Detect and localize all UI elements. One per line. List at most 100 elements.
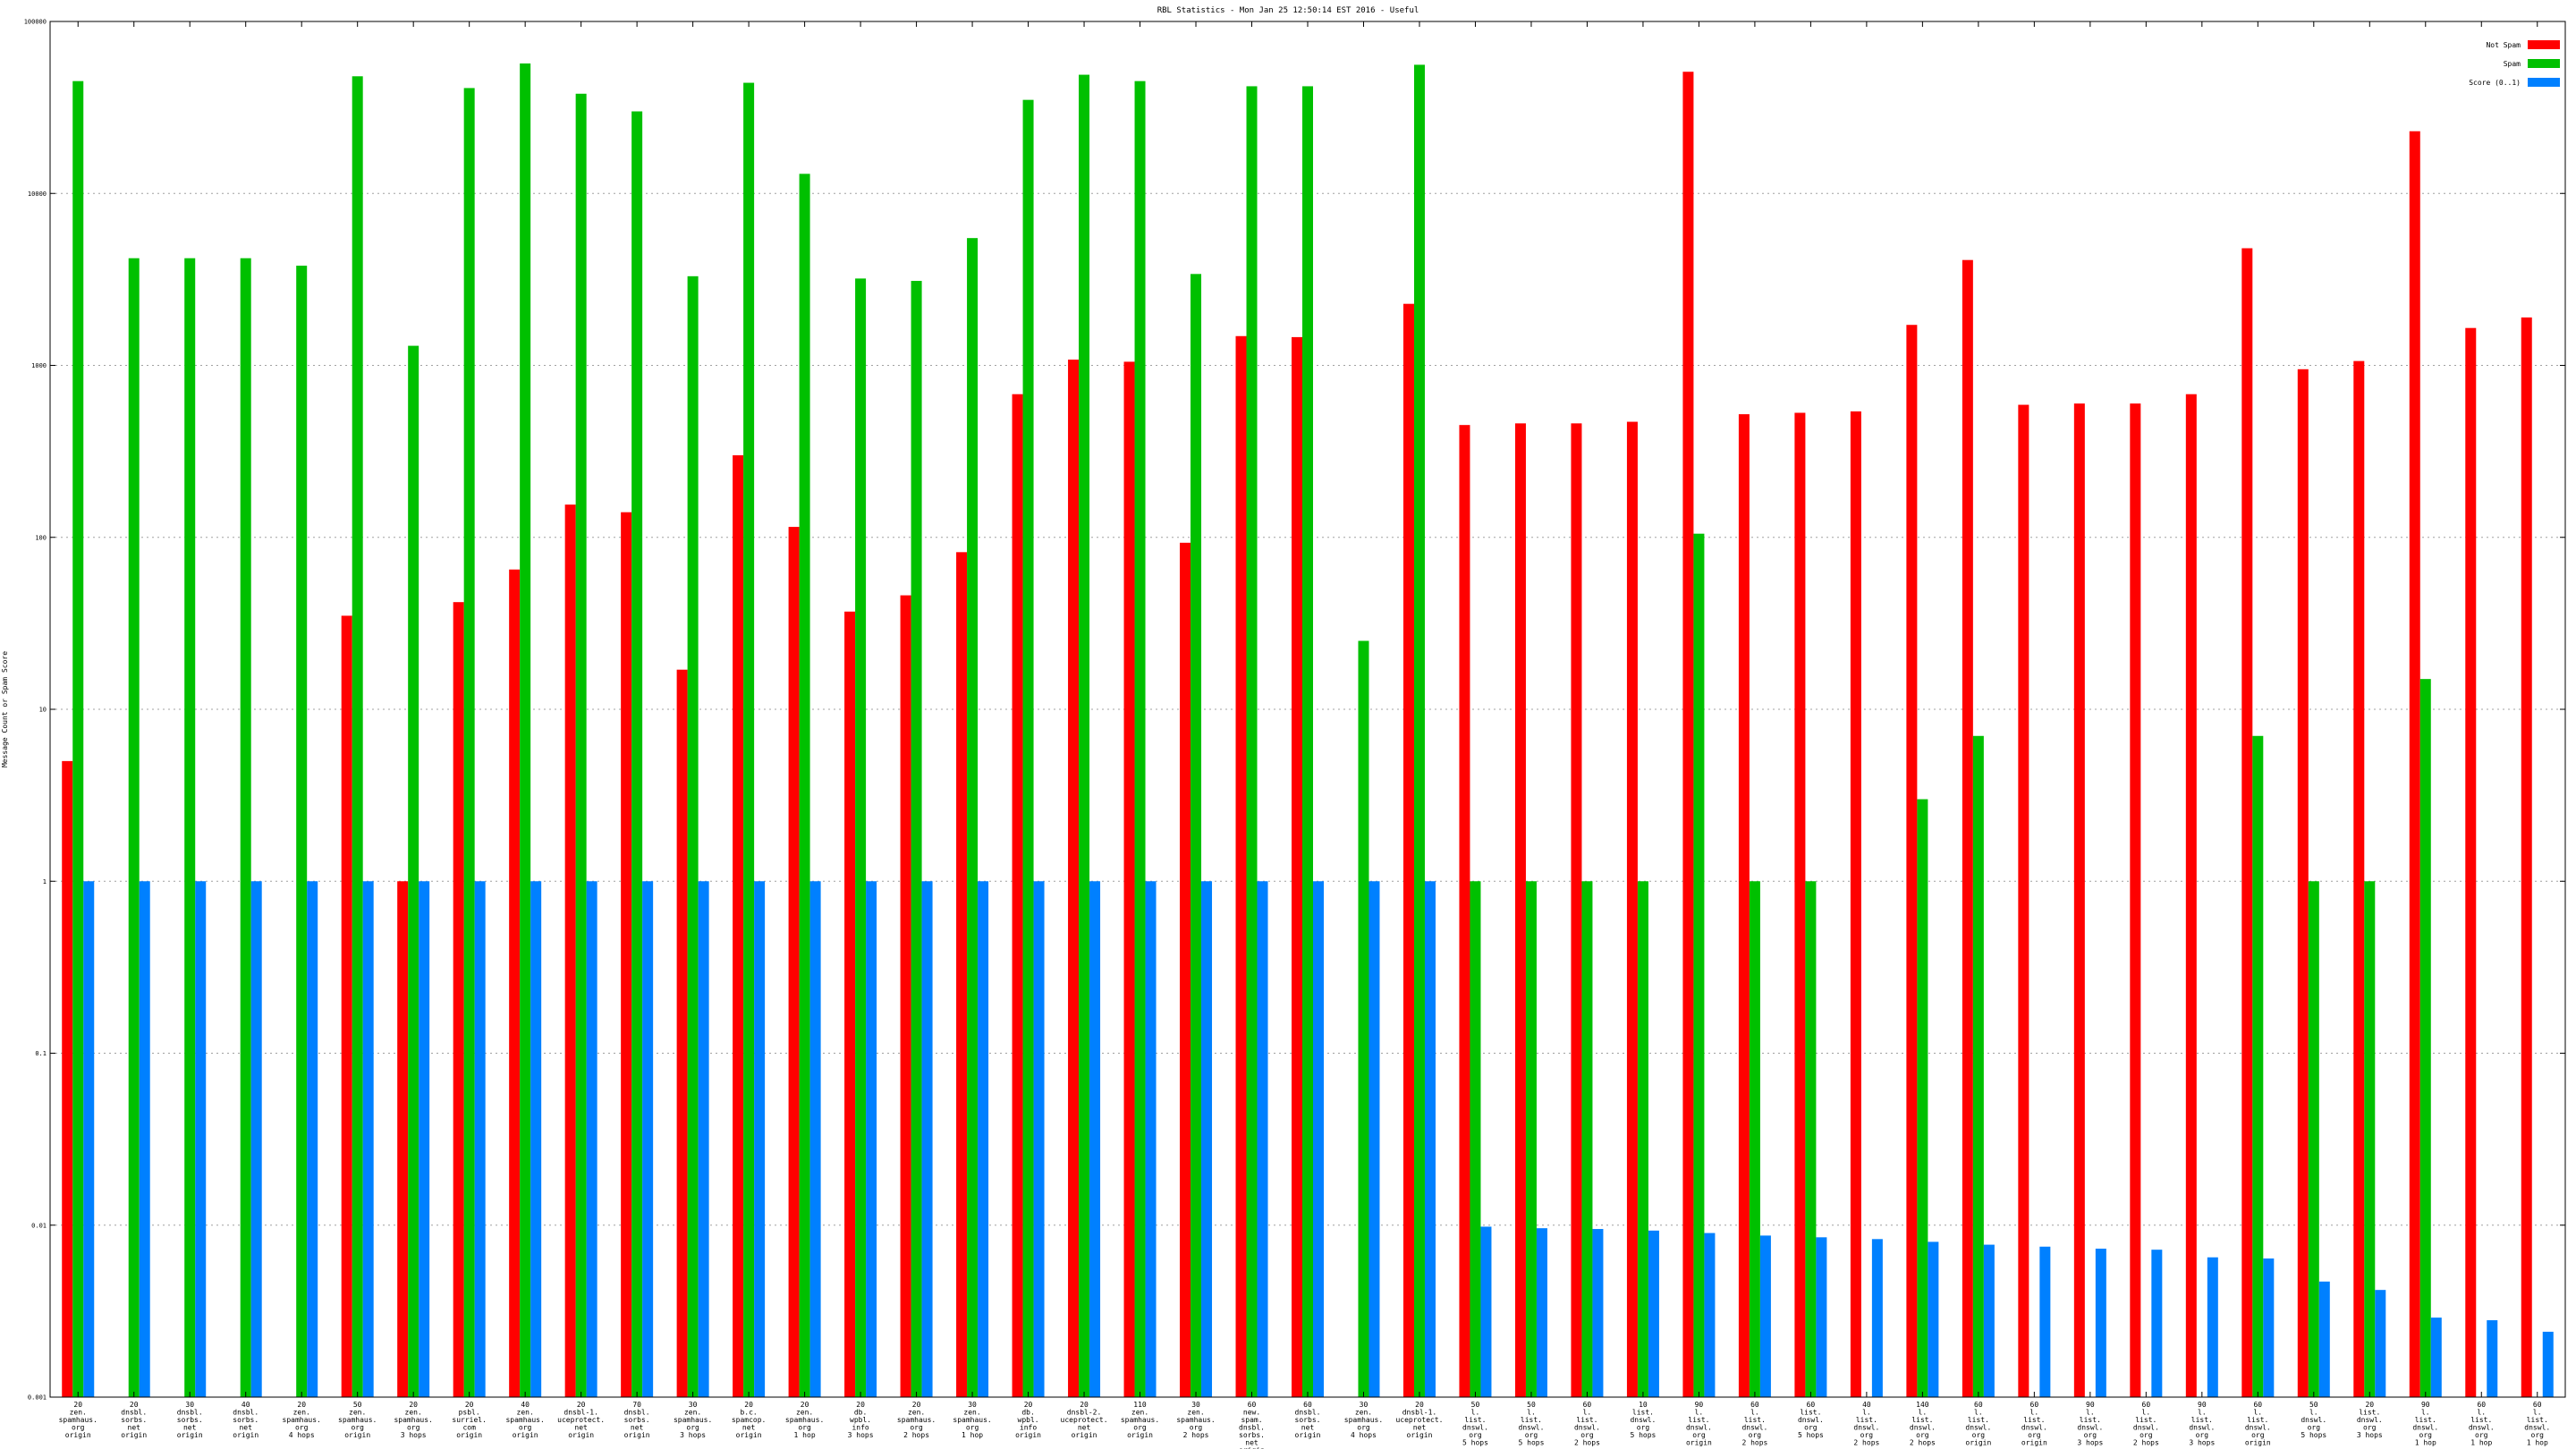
bar-series0-cat40 <box>2297 369 2309 1398</box>
bar-series2-cat42 <box>2430 1318 2442 1397</box>
bar-series2-cat12 <box>754 881 766 1397</box>
bar-series1-cat27 <box>1581 881 1593 1397</box>
bar-series0-cat11 <box>676 669 688 1397</box>
legend-label-2: Score (0..1) <box>2469 79 2521 87</box>
x-category-label-2: 30 dnsbl. sorbs. net origin <box>177 1401 203 1439</box>
y-tick-label-8: 100000 <box>24 19 47 26</box>
bar-series1-cat1 <box>128 258 140 1398</box>
x-category-label-32: 40 l. list. dnswl. org 2 hops <box>1853 1401 1879 1447</box>
bar-series2-cat25 <box>1480 1226 1492 1397</box>
bar-series0-cat25 <box>1459 425 1470 1397</box>
bar-series0-cat44 <box>2521 317 2532 1397</box>
legend-swatch-0 <box>2528 40 2560 49</box>
x-category-label-31: 60 list. dnswl. org 5 hops <box>1798 1401 1824 1439</box>
bar-series2-cat32 <box>1871 1239 1883 1397</box>
bar-series2-cat9 <box>586 881 597 1397</box>
x-category-label-17: 20 db. wpbl. info origin <box>1015 1401 1041 1439</box>
bar-series1-cat12 <box>743 82 755 1397</box>
bar-series2-cat10 <box>642 881 654 1397</box>
bar-series0-cat6 <box>397 881 409 1397</box>
y-axis-label: Message Count or Spam Score <box>1 651 9 767</box>
bar-series1-cat3 <box>240 258 251 1398</box>
bar-series1-cat33 <box>1917 799 1928 1397</box>
bar-series0-cat24 <box>1402 303 1414 1397</box>
y-tick-label-1: 0.01 <box>31 1222 47 1229</box>
x-category-label-20: 30 zen. spamhaus. org 2 hops <box>1176 1401 1215 1439</box>
bar-series1-cat30 <box>1749 881 1760 1397</box>
bar-series0-cat33 <box>1906 325 1918 1397</box>
bar-series2-cat29 <box>1704 1233 1716 1397</box>
x-category-label-39: 60 l. list. dnswl. org origin <box>2245 1401 2271 1447</box>
bar-series2-cat3 <box>250 881 262 1397</box>
bar-series2-cat34 <box>1983 1244 1995 1397</box>
bar-series0-cat17 <box>1012 394 1023 1397</box>
bar-series1-cat26 <box>1525 881 1537 1397</box>
bar-series2-cat27 <box>1592 1229 1604 1397</box>
bar-series0-cat41 <box>2353 360 2365 1397</box>
bar-series2-cat24 <box>1424 881 1436 1397</box>
chart-title: RBL Statistics - Mon Jan 25 12:50:14 EST… <box>1157 6 1419 15</box>
bar-series1-cat15 <box>911 281 922 1398</box>
bar-series2-cat23 <box>1368 881 1380 1397</box>
bar-series0-cat26 <box>1514 423 1526 1397</box>
x-category-label-0: 20 zen. spamhaus. org origin <box>59 1401 97 1439</box>
y-tick-label-0: 0.001 <box>28 1394 47 1402</box>
bar-series2-cat33 <box>1928 1241 1939 1397</box>
x-category-label-6: 20 zen. spamhaus. org 3 hops <box>394 1401 432 1439</box>
bar-series1-cat19 <box>1134 80 1146 1397</box>
x-category-label-3: 40 dnsbl. sorbs. net origin <box>233 1401 258 1439</box>
bar-series2-cat7 <box>474 881 486 1397</box>
x-category-label-25: 50 l. list. dnswl. org 5 hops <box>1462 1401 1488 1447</box>
bar-series2-cat18 <box>1089 881 1101 1397</box>
x-axis-categories: 20 zen. spamhaus. org origin 20 dnsbl. sorbs. ne… <box>59 21 2550 1449</box>
bar-series2-cat14 <box>866 881 877 1397</box>
x-category-label-7: 20 psbl. surriel. com origin <box>452 1401 487 1439</box>
bar-series2-cat38 <box>2207 1257 2218 1397</box>
legend-swatch-2 <box>2528 78 2560 87</box>
bar-series1-cat25 <box>1470 881 1481 1397</box>
x-category-label-37: 60 l. list. dnswl. org 2 hops <box>2133 1401 2159 1447</box>
bar-series1-cat28 <box>1637 881 1648 1397</box>
bar-series1-cat0 <box>72 80 84 1397</box>
bar-series0-cat34 <box>1962 259 1973 1398</box>
x-category-label-38: 90 l. list. dnswl. org 3 hops <box>2189 1401 2215 1447</box>
x-category-label-11: 30 zen. spamhaus. org 3 hops <box>674 1401 712 1439</box>
x-category-label-23: 30 zen. spamhaus. org 4 hops <box>1344 1401 1383 1439</box>
bar-series0-cat12 <box>733 455 744 1397</box>
bar-series0-cat35 <box>2018 404 2029 1397</box>
bar-series0-cat7 <box>453 602 464 1397</box>
x-category-label-41: 20 list. dnswl. org 3 hops <box>2357 1401 2383 1439</box>
y-tick-label-2: 0.1 <box>35 1050 47 1057</box>
bar-series1-cat24 <box>1413 64 1425 1397</box>
bar-series2-cat43 <box>2487 1320 2498 1397</box>
x-category-label-16: 30 zen. spamhaus. org 1 hop <box>953 1401 991 1439</box>
x-category-label-34: 60 l. list. dnswl. org origin <box>1965 1401 1991 1447</box>
x-category-label-26: 50 l. list. dnswl. org 5 hops <box>1519 1401 1545 1447</box>
bar-series2-cat36 <box>2095 1249 2106 1397</box>
bar-series2-cat28 <box>1648 1230 1659 1397</box>
bar-series2-cat17 <box>1033 881 1045 1397</box>
bar-series1-cat34 <box>1972 735 1984 1397</box>
bar-series1-cat8 <box>520 63 531 1397</box>
x-category-label-40: 50 l. dnswl. org 5 hops <box>2301 1401 2326 1439</box>
bar-series1-cat39 <box>2252 735 2264 1397</box>
x-category-label-29: 90 l. list. dnswl. org origin <box>1686 1401 1712 1447</box>
bar-series2-cat0 <box>83 881 95 1397</box>
y-tick-label-3: 1 <box>43 878 47 886</box>
bar-series0-cat19 <box>1123 361 1135 1397</box>
x-category-label-9: 20 dnsbl-1. uceprotect. net origin <box>557 1401 605 1439</box>
bar-series0-cat14 <box>844 611 856 1397</box>
bar-series0-cat0 <box>62 760 73 1397</box>
bar-series2-cat15 <box>921 881 933 1397</box>
bar-series0-cat21 <box>1235 335 1247 1397</box>
bar-series2-cat1 <box>139 881 150 1397</box>
bar-series2-cat40 <box>2318 1281 2330 1397</box>
bar-series1-cat20 <box>1191 274 1202 1397</box>
x-category-label-30: 60 l. list. dnswl. org 2 hops <box>1741 1401 1767 1447</box>
bar-series0-cat38 <box>2185 394 2197 1397</box>
bar-series1-cat11 <box>687 275 699 1398</box>
x-category-label-1: 20 dnsbl. sorbs. net origin <box>121 1401 147 1439</box>
bar-series1-cat18 <box>1079 74 1090 1397</box>
bar-series0-cat5 <box>341 615 352 1397</box>
x-category-label-22: 60 dnsbl. sorbs. net origin <box>1295 1401 1321 1439</box>
